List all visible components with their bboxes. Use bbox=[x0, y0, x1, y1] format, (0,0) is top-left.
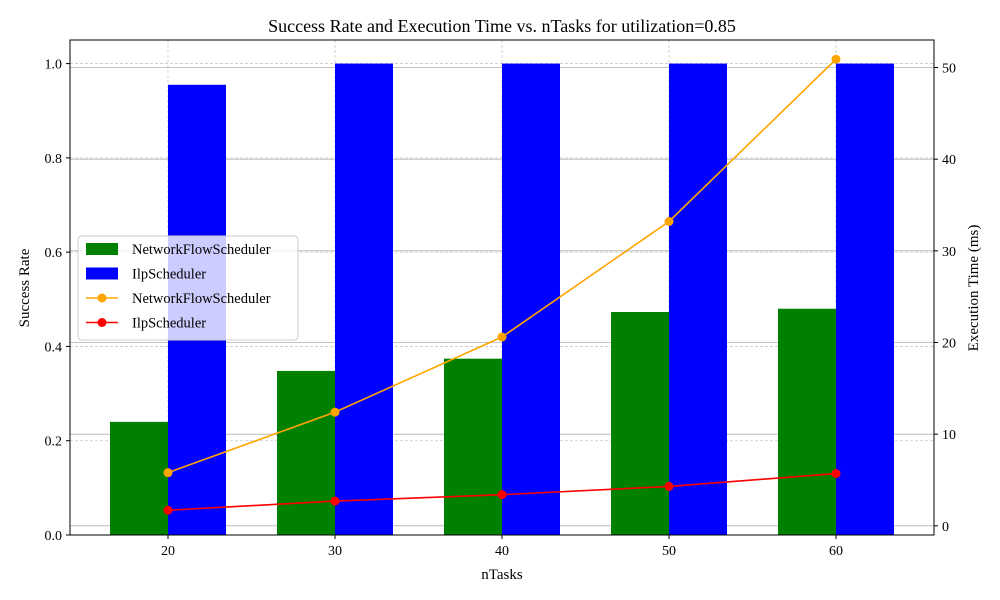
chart-title: Success Rate and Execution Time vs. nTas… bbox=[268, 16, 736, 36]
y-tick-label: 0.0 bbox=[45, 529, 63, 544]
x-tick-label: 30 bbox=[328, 544, 342, 559]
bar-networkflow bbox=[444, 358, 502, 535]
legend: NetworkFlowScheduler IlpScheduler NetworkF… bbox=[77, 235, 299, 341]
y2-axis-label: Execution Time (ms) bbox=[966, 225, 982, 352]
y2-tick-label: 0 bbox=[942, 520, 949, 535]
y2-tick-label: 10 bbox=[942, 428, 956, 443]
y-tick-label: 0.4 bbox=[45, 340, 63, 355]
bar-networkflow bbox=[277, 370, 335, 535]
y-tick-label: 0.6 bbox=[45, 246, 63, 261]
y-axis-label: Success Rate bbox=[17, 248, 33, 327]
x-tick-label: 20 bbox=[161, 544, 175, 559]
bar-networkflow bbox=[778, 308, 836, 535]
y-tick-label: 0.8 bbox=[45, 152, 63, 167]
point-networkflow bbox=[497, 332, 507, 342]
point-ilp bbox=[497, 490, 507, 500]
y2-tick-label: 20 bbox=[942, 337, 956, 352]
y-tick-label: 0.2 bbox=[45, 435, 63, 450]
bar-ilp bbox=[502, 63, 560, 535]
bar-networkflow bbox=[611, 312, 669, 535]
bar-networkflow bbox=[110, 421, 168, 535]
legend-label: IlpScheduler bbox=[132, 316, 206, 332]
bar-ilp bbox=[836, 63, 894, 535]
bar-ilp bbox=[669, 63, 727, 535]
x-axis-label: nTasks bbox=[481, 567, 523, 583]
point-networkflow bbox=[163, 468, 173, 478]
point-networkflow bbox=[831, 54, 841, 64]
legend-swatch bbox=[86, 267, 118, 280]
y2-tick-label: 40 bbox=[942, 153, 956, 168]
legend-label: NetworkFlowScheduler bbox=[132, 242, 271, 258]
y2-tick-label: 50 bbox=[942, 62, 956, 77]
point-networkflow bbox=[330, 407, 340, 417]
legend-marker bbox=[97, 318, 107, 327]
point-ilp bbox=[664, 481, 674, 491]
legend-swatch bbox=[86, 243, 118, 255]
x-tick-label: 60 bbox=[829, 544, 843, 559]
x-tick-label: 40 bbox=[495, 544, 509, 559]
point-ilp bbox=[831, 469, 841, 479]
legend-label: NetworkFlowScheduler bbox=[132, 291, 271, 307]
x-tick-label: 50 bbox=[662, 544, 676, 559]
y2-tick-label: 30 bbox=[942, 245, 956, 260]
legend-label: IlpScheduler bbox=[132, 267, 206, 283]
bar-ilp bbox=[335, 63, 393, 535]
point-ilp bbox=[330, 496, 340, 506]
axes: 0.0 0.2 0.4 0.6 0.8 1.0 0 10 20 30 40 50 20 30 40 50 60 bbox=[45, 39, 956, 559]
point-ilp bbox=[163, 505, 173, 515]
point-networkflow bbox=[664, 217, 674, 226]
y-tick-label: 1.0 bbox=[45, 58, 63, 73]
legend-marker bbox=[97, 293, 107, 303]
legend-box bbox=[77, 235, 299, 341]
lines bbox=[163, 54, 841, 515]
